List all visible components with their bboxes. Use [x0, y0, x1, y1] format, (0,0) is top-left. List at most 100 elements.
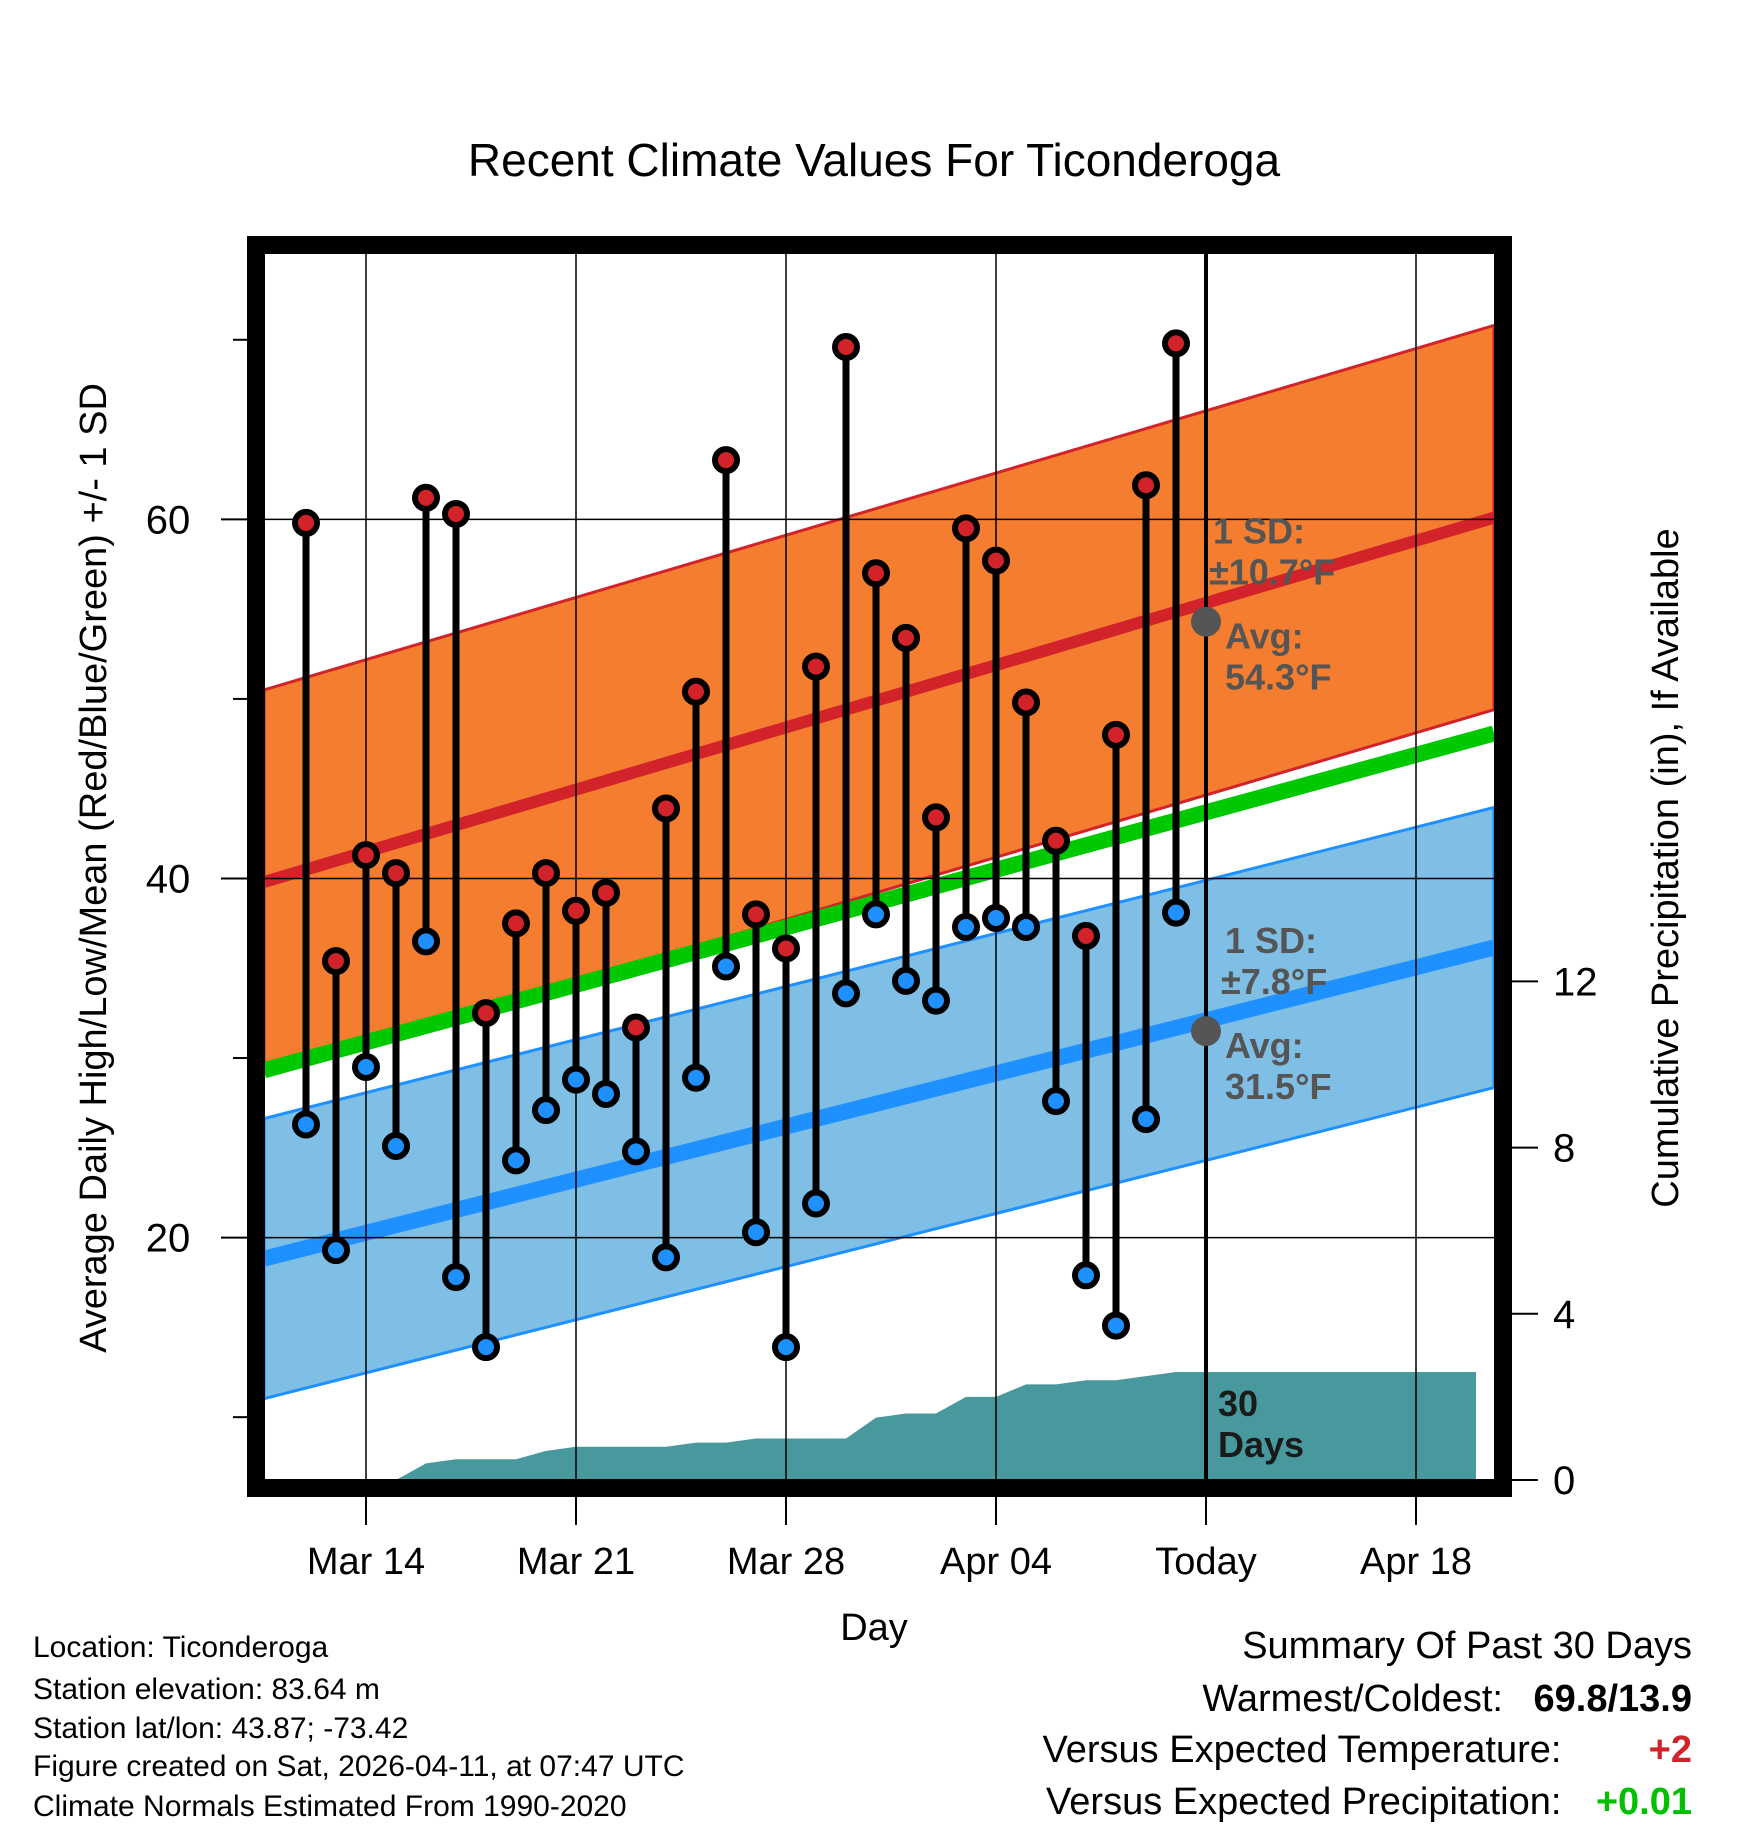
daily-high-point — [952, 514, 980, 543]
daily-high-point — [502, 909, 530, 938]
daily-high-point — [922, 803, 950, 832]
x-tick-label: Mar 21 — [517, 1541, 635, 1583]
daily-low-point — [382, 1132, 410, 1161]
daily-low-point — [622, 1137, 650, 1166]
summary-title: Summary Of Past 30 Days — [1242, 1625, 1692, 1667]
info-elevation: Station elevation: 83.64 m — [33, 1673, 380, 1706]
info-created: Figure created on Sat, 2026-04-11, at 07… — [33, 1750, 685, 1783]
info-location: Location: Ticonderoga — [33, 1631, 329, 1664]
daily-low-point — [772, 1333, 800, 1362]
y-tick-label-right: 12 — [1553, 960, 1598, 1004]
high-sd-label: 1 SD: — [1213, 511, 1305, 552]
daily-low-point — [652, 1243, 680, 1272]
y-axis-label-left: Average Daily High/Low/Mean (Red/Blue/Gr… — [73, 383, 115, 1353]
daily-high-point — [1162, 329, 1190, 358]
days-label: Days — [1218, 1424, 1304, 1465]
daily-low-point — [562, 1065, 590, 1094]
summary-temp-label: Versus Expected Temperature: — [1042, 1729, 1562, 1771]
normal-low-line — [264, 939, 1494, 1267]
summary-warm-cold: Warmest/Coldest: 69.8/13.9 — [1202, 1679, 1692, 1719]
daily-high-point — [1012, 688, 1040, 717]
daily-low-point — [292, 1110, 320, 1139]
summary-temp: Versus Expected Temperature: +2 — [1043, 1730, 1692, 1770]
summary-precip-label: Versus Expected Precipitation: — [1046, 1781, 1562, 1823]
info-latlon: Station lat/lon: 43.87; -73.42 — [33, 1712, 409, 1745]
daily-high-point — [292, 508, 320, 537]
daily-low-point — [352, 1053, 380, 1082]
daily-low-point — [742, 1218, 770, 1247]
y-tick-label-left: 40 — [146, 857, 191, 901]
daily-high-point — [562, 896, 590, 925]
y-tick-label-right: 8 — [1553, 1127, 1575, 1171]
days-count: 30 — [1218, 1383, 1258, 1424]
y-tick-label-left: 60 — [146, 498, 191, 542]
low-sd-label: 1 SD: — [1225, 920, 1317, 961]
low-sd-value: ±7.8°F — [1221, 961, 1327, 1002]
x-tick-label: Today — [1155, 1541, 1256, 1583]
daily-low-point — [952, 912, 980, 941]
daily-low-point — [532, 1096, 560, 1125]
daily-high-point — [622, 1013, 650, 1042]
y-tick-label-right: 0 — [1553, 1459, 1575, 1503]
x-tick-label: Apr 18 — [1360, 1541, 1472, 1583]
daily-low-point — [1102, 1311, 1130, 1340]
daily-high-point — [1132, 471, 1160, 500]
low-avg-label: Avg: — [1225, 1025, 1304, 1066]
daily-low-point — [472, 1333, 500, 1362]
daily-low-point — [1132, 1105, 1160, 1134]
daily-high-point — [322, 947, 350, 976]
daily-high-point — [982, 546, 1010, 575]
daily-low-point — [322, 1236, 350, 1265]
daily-high-point — [382, 859, 410, 888]
daily-high-point — [742, 900, 770, 929]
daily-low-point — [502, 1146, 530, 1175]
daily-low-point — [862, 900, 890, 929]
daily-high-point — [652, 794, 680, 823]
summary-warm-cold-label: Warmest/Coldest: — [1202, 1678, 1503, 1720]
daily-high-point — [592, 878, 620, 907]
low-avg-value: 31.5°F — [1225, 1066, 1331, 1107]
high-sd-value: ±10.7°F — [1209, 552, 1335, 593]
daily-low-point — [412, 927, 440, 956]
y-tick-label-left: 20 — [146, 1217, 191, 1261]
daily-low-point — [1072, 1261, 1100, 1290]
x-axis-label: Day — [840, 1607, 908, 1649]
daily-high-point — [352, 841, 380, 870]
chart-title: Recent Climate Values For Ticonderoga — [468, 134, 1281, 186]
daily-low-point — [1012, 912, 1040, 941]
info-normals: Climate Normals Estimated From 1990-2020 — [33, 1790, 627, 1823]
daily-low-point — [682, 1063, 710, 1092]
daily-low-point — [892, 966, 920, 995]
daily-high-point — [1072, 921, 1100, 950]
daily-high-point — [802, 652, 830, 681]
daily-high-point — [712, 446, 740, 475]
daily-high-point — [412, 483, 440, 512]
daily-high-point — [772, 934, 800, 963]
daily-low-point — [922, 986, 950, 1015]
daily-low-point — [802, 1189, 830, 1218]
daily-high-point — [1042, 826, 1070, 855]
daily-low-point — [712, 952, 740, 981]
summary-warm-cold-value: 69.8/13.9 — [1533, 1678, 1692, 1720]
high-avg-value: 54.3°F — [1225, 657, 1331, 698]
y-axis-label-right: Cumulative Precipitation (in), If Availa… — [1645, 528, 1687, 1207]
high-avg-label: Avg: — [1225, 616, 1304, 657]
daily-low-point — [832, 979, 860, 1008]
daily-high-point — [442, 499, 470, 528]
x-tick-label: Mar 14 — [307, 1541, 425, 1583]
daily-high-point — [682, 677, 710, 706]
summary-precip-value: +0.01 — [1595, 1781, 1692, 1823]
daily-low-point — [442, 1263, 470, 1292]
daily-low-point — [982, 903, 1010, 932]
daily-low-point — [1042, 1087, 1070, 1116]
summary-temp-value: +2 — [1648, 1729, 1692, 1771]
daily-high-point — [532, 859, 560, 888]
daily-low-point — [1162, 898, 1190, 927]
daily-high-point — [832, 332, 860, 361]
daily-high-point — [862, 559, 890, 588]
x-tick-label: Apr 04 — [940, 1541, 1052, 1583]
today-low-avg-marker — [1191, 1016, 1221, 1047]
y-tick-label-right: 4 — [1553, 1293, 1575, 1337]
daily-high-point — [1102, 720, 1130, 749]
